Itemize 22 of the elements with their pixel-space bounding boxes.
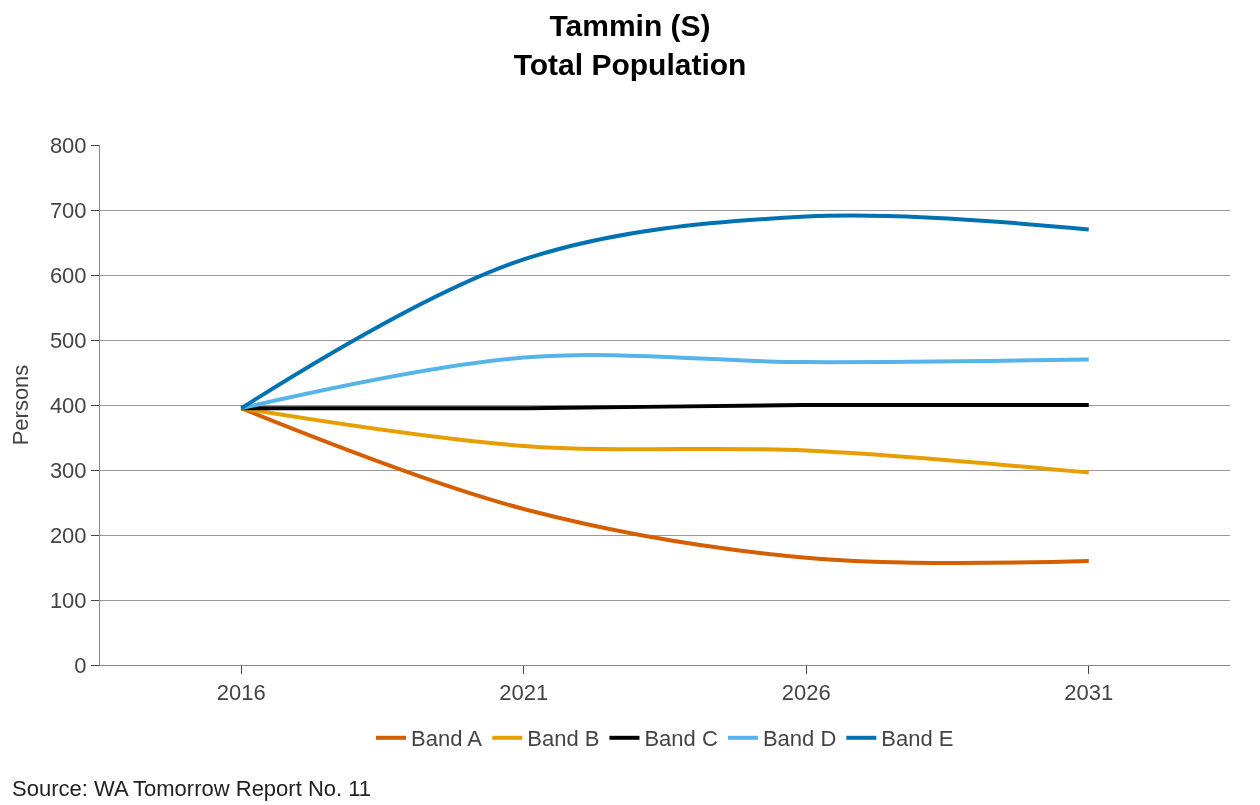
y-axis-title: Persons — [7, 364, 33, 446]
legend-label: Band B — [527, 726, 600, 752]
legend-label: Band E — [881, 726, 954, 752]
y-tick-label: 0 — [74, 652, 87, 678]
chart-title: Tammin (S) Total Population — [513, 9, 747, 82]
y-tick-label: 300 — [49, 457, 87, 483]
y-tick-label: 500 — [49, 327, 87, 353]
y-tick-label: 700 — [49, 197, 87, 223]
legend-label: Band A — [411, 726, 483, 752]
y-tick-label: 100 — [49, 587, 87, 613]
x-tick-label: 2026 — [781, 680, 831, 706]
x-tick-label: 2021 — [499, 680, 549, 706]
y-tick-label: 400 — [49, 392, 87, 418]
legend-label: Band D — [762, 726, 837, 752]
y-tick-label: 800 — [49, 132, 87, 158]
y-tick-label: 200 — [49, 522, 87, 548]
line-series — [239, 213, 1091, 411]
source-note: Source: WA Tomorrow Report No. 11 — [12, 776, 372, 801]
y-tick-label: 600 — [49, 262, 87, 288]
x-tick-label: 2031 — [1064, 680, 1114, 706]
x-tick-label: 2016 — [216, 680, 266, 706]
legend-label: Band C — [644, 726, 718, 752]
